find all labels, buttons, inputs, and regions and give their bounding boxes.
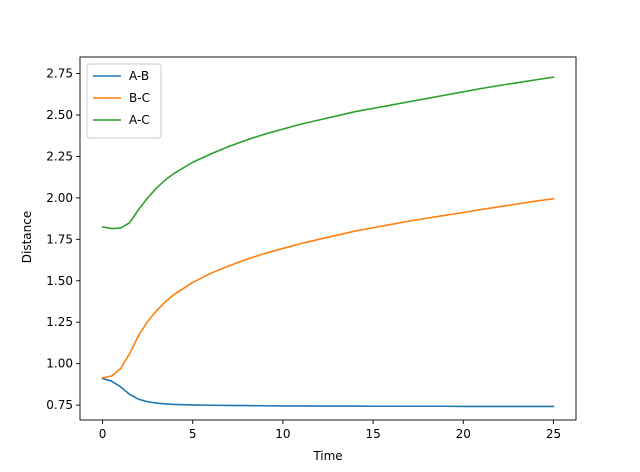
legend-label-a-c: A-C bbox=[129, 113, 150, 127]
y-tick-label: 2.75 bbox=[46, 67, 73, 81]
series-line-a-c bbox=[101, 76, 555, 230]
legend: A-B B-C A-C bbox=[86, 63, 162, 139]
plot-area-border bbox=[79, 56, 577, 421]
y-tick-label: 1.00 bbox=[46, 357, 73, 371]
y-axis-label: Distance bbox=[20, 211, 34, 263]
plot-lines bbox=[101, 76, 555, 408]
y-axis-ticks: 0.75 1.00 1.25 1.50 1.75 2.00 2.25 2.50 2.75 bbox=[46, 67, 80, 412]
x-tick-label: 25 bbox=[546, 427, 561, 441]
legend-label-b-c: B-C bbox=[129, 91, 150, 105]
x-tick-label: 20 bbox=[456, 427, 471, 441]
series-line-a-b bbox=[101, 377, 555, 408]
x-axis-ticks: 0 5 10 15 20 25 bbox=[99, 420, 561, 441]
y-tick-label: 2.50 bbox=[46, 108, 73, 122]
x-tick-label: 15 bbox=[365, 427, 380, 441]
y-tick-label: 2.25 bbox=[46, 149, 73, 163]
x-tick-label: 0 bbox=[99, 427, 107, 441]
legend-label-a-b: A-B bbox=[129, 69, 149, 83]
x-axis-label: Time bbox=[312, 449, 342, 463]
x-tick-label: 10 bbox=[275, 427, 290, 441]
series-line-b-c bbox=[101, 197, 555, 379]
y-tick-label: 1.25 bbox=[46, 315, 73, 329]
y-tick-label: 1.50 bbox=[46, 274, 73, 288]
y-tick-label: 2.00 bbox=[46, 191, 73, 205]
x-tick-label: 5 bbox=[189, 427, 197, 441]
y-tick-label: 0.75 bbox=[46, 398, 73, 412]
axes-frame bbox=[79, 56, 577, 421]
y-tick-label: 1.75 bbox=[46, 232, 73, 246]
